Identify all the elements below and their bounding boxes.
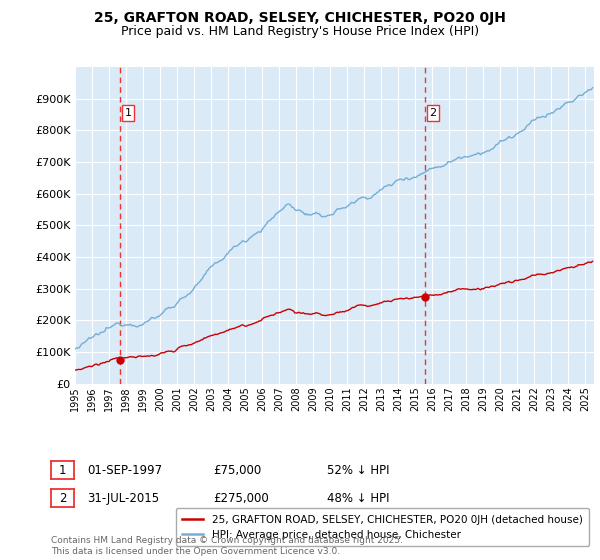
Text: 48% ↓ HPI: 48% ↓ HPI <box>327 492 389 505</box>
Text: 52% ↓ HPI: 52% ↓ HPI <box>327 464 389 477</box>
Text: £275,000: £275,000 <box>213 492 269 505</box>
Text: Price paid vs. HM Land Registry's House Price Index (HPI): Price paid vs. HM Land Registry's House … <box>121 25 479 38</box>
Text: Contains HM Land Registry data © Crown copyright and database right 2025.
This d: Contains HM Land Registry data © Crown c… <box>51 536 403 556</box>
Text: 1: 1 <box>59 464 66 477</box>
Text: 31-JUL-2015: 31-JUL-2015 <box>87 492 159 505</box>
Legend: 25, GRAFTON ROAD, SELSEY, CHICHESTER, PO20 0JH (detached house), HPI: Average pr: 25, GRAFTON ROAD, SELSEY, CHICHESTER, PO… <box>176 508 589 546</box>
Text: 01-SEP-1997: 01-SEP-1997 <box>87 464 162 477</box>
Text: 25, GRAFTON ROAD, SELSEY, CHICHESTER, PO20 0JH: 25, GRAFTON ROAD, SELSEY, CHICHESTER, PO… <box>94 11 506 25</box>
Text: 2: 2 <box>59 492 66 505</box>
Text: 2: 2 <box>430 108 437 118</box>
Text: 1: 1 <box>125 108 131 118</box>
Text: £75,000: £75,000 <box>213 464 261 477</box>
